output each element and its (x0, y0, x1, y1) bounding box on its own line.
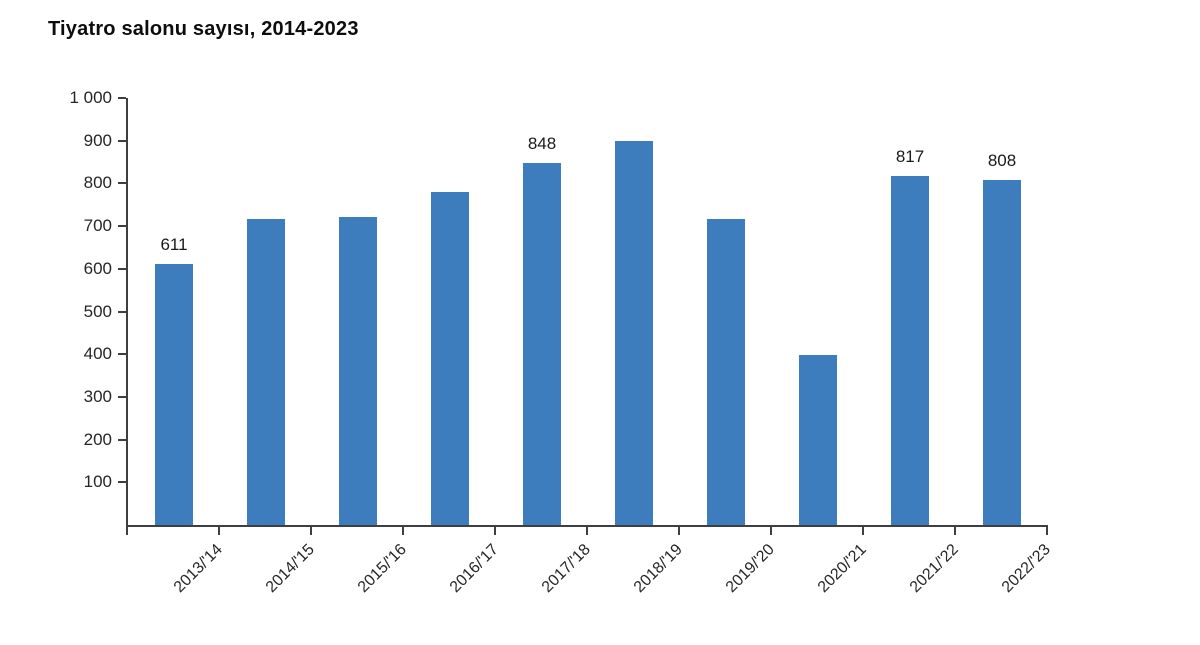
y-axis-tick (118, 225, 126, 228)
x-axis-category-label: 2018/'19 (630, 541, 687, 597)
x-axis-tick (310, 527, 312, 535)
x-axis-tick (402, 527, 404, 535)
bar (339, 217, 377, 525)
x-axis-tick (494, 527, 496, 535)
bar-value-label: 848 (527, 133, 557, 153)
bar-value-label: 808 (987, 150, 1017, 170)
x-axis-category-label: 2014/'15 (262, 541, 319, 597)
bar (891, 176, 929, 525)
y-axis-tick (118, 97, 126, 99)
y-axis-tick (118, 139, 126, 142)
y-axis-tick (118, 395, 126, 398)
y-axis-tick-label: 900 (83, 130, 112, 150)
y-axis-tick-label: 400 (83, 344, 112, 364)
x-axis-category-label: 2013/'14 (170, 541, 227, 597)
x-axis-tick (678, 527, 680, 535)
x-axis-category-label: 2019/'20 (722, 541, 779, 597)
x-axis-tick (954, 527, 956, 535)
x-axis-tick (862, 527, 864, 535)
bar (523, 162, 561, 525)
y-axis-tick (118, 267, 126, 270)
y-axis-tick (118, 481, 126, 484)
bar-value-label: 611 (160, 235, 188, 255)
y-axis-tick-label: 700 (83, 216, 112, 236)
y-axis-tick (118, 438, 126, 441)
y-axis-tick-label: 200 (83, 429, 112, 449)
y-axis-tick (118, 310, 126, 313)
bar-value-label: 817 (895, 147, 925, 167)
bar (615, 141, 653, 525)
y-axis-tick-label: 1 000 (69, 88, 112, 107)
bar (247, 218, 285, 525)
bar (799, 354, 837, 525)
x-axis-tick (1046, 527, 1048, 535)
x-axis-category-label: 2015/'16 (354, 541, 411, 597)
y-axis-line (126, 98, 128, 527)
y-axis-tick (118, 353, 126, 356)
x-axis-category-label: 2020/'21 (814, 541, 871, 597)
y-axis-tick-label: 300 (83, 386, 112, 406)
x-axis-tick (218, 527, 220, 535)
bar (431, 191, 469, 525)
x-axis-category-label: 2016/'17 (446, 541, 503, 597)
bar (155, 264, 193, 525)
y-axis-tick-label: 500 (83, 301, 112, 321)
y-axis-tick (118, 182, 126, 185)
chart-title: Tiyatro salonu sayısı, 2014-2023 (48, 18, 359, 40)
x-axis-category-label: 2021/'22 (906, 541, 963, 597)
x-axis-category-label: 2022/'23 (998, 541, 1055, 597)
x-axis-category-label: 2017/'18 (538, 541, 595, 597)
y-axis-tick-label: 600 (83, 258, 112, 278)
y-axis-tick-label: 800 (83, 173, 112, 193)
bar (983, 179, 1021, 525)
bar (707, 219, 745, 525)
x-axis-tick (770, 527, 772, 535)
x-axis-tick (126, 527, 128, 535)
y-axis-tick-label: 100 (83, 472, 112, 492)
x-axis-tick (586, 527, 588, 535)
x-axis-line (126, 525, 1048, 527)
